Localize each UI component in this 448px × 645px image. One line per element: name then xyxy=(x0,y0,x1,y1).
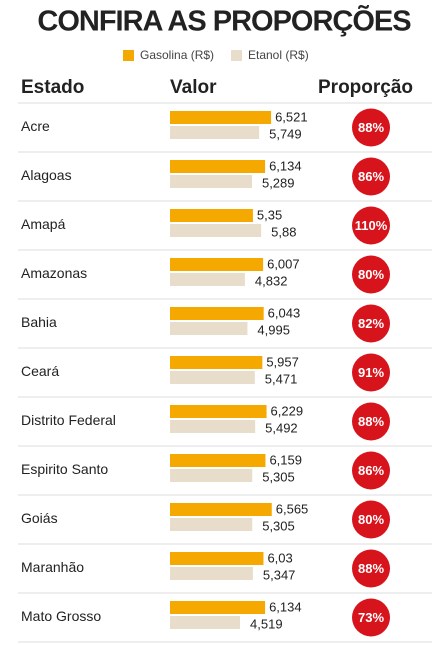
legend-label: Etanol (R$) xyxy=(248,48,309,62)
proportion-label: 73% xyxy=(358,610,384,625)
state-label: Espirito Santo xyxy=(21,461,108,477)
value-label: 6,565 xyxy=(276,501,309,516)
bar xyxy=(170,160,266,173)
state-label: Amazonas xyxy=(21,265,87,281)
bar xyxy=(170,420,256,433)
bar xyxy=(170,601,266,614)
bar xyxy=(170,356,263,369)
bar xyxy=(170,307,264,320)
bar xyxy=(170,405,267,418)
proportion-label: 86% xyxy=(358,463,384,478)
state-label: Distrito Federal xyxy=(21,412,116,428)
value-label: 5,749 xyxy=(269,126,302,141)
value-label: 5,957 xyxy=(266,354,299,369)
proportion-label: 88% xyxy=(358,561,384,576)
state-label: Acre xyxy=(21,118,50,134)
proportion-badge xyxy=(352,157,390,196)
bar xyxy=(170,552,264,565)
value-label: 4,995 xyxy=(257,322,290,337)
proportion-badge xyxy=(352,304,390,343)
state-label: Ceará xyxy=(21,363,59,379)
value-label: 5,347 xyxy=(263,567,296,582)
bar xyxy=(170,371,255,384)
value-label: 4,832 xyxy=(255,273,288,288)
bar xyxy=(170,518,253,531)
state-label: Goiás xyxy=(21,510,58,526)
bar xyxy=(170,469,253,482)
proportion-badge xyxy=(352,353,390,392)
bar xyxy=(170,111,272,124)
proportion-label: 110% xyxy=(355,218,388,233)
value-label: 4,519 xyxy=(250,616,283,631)
bar xyxy=(170,258,264,271)
proportion-label: 88% xyxy=(358,120,384,135)
value-label: 5,88 xyxy=(271,224,296,239)
bar xyxy=(170,175,252,188)
state-label: Mato Grosso xyxy=(21,608,101,624)
value-label: 5,305 xyxy=(262,518,295,533)
legend-swatch xyxy=(123,50,134,61)
state-label: Amapá xyxy=(21,216,66,232)
proportion-label: 80% xyxy=(358,267,384,282)
value-label: 5,492 xyxy=(265,420,298,435)
bar xyxy=(170,224,262,237)
bar xyxy=(170,503,272,516)
bar xyxy=(170,209,253,222)
proportion-badge xyxy=(352,206,390,245)
value-label: 6,03 xyxy=(267,550,292,565)
state-label: Bahia xyxy=(21,314,57,330)
value-label: 5,471 xyxy=(265,371,298,386)
bar xyxy=(170,616,241,629)
value-label: 6,521 xyxy=(275,109,308,124)
proportion-badge xyxy=(352,255,390,294)
bar xyxy=(170,567,253,580)
proportion-label: 88% xyxy=(358,414,384,429)
legend-label: Gasolina (R$) xyxy=(140,48,214,62)
state-label: Alagoas xyxy=(21,167,72,183)
proportion-badge xyxy=(352,108,390,147)
bar xyxy=(170,126,260,139)
bar xyxy=(170,454,266,467)
value-label: 6,229 xyxy=(271,403,304,418)
column-header: Estado xyxy=(21,77,84,98)
legend-swatch xyxy=(231,50,242,61)
proportion-badge xyxy=(352,451,390,490)
value-label: 5,289 xyxy=(262,175,295,190)
proportion-badge xyxy=(352,402,390,441)
chart-title: CONFIRA AS PROPORÇÕES xyxy=(37,4,411,38)
value-label: 6,134 xyxy=(269,599,302,614)
value-label: 6,043 xyxy=(268,305,301,320)
value-label: 5,305 xyxy=(262,469,295,484)
value-label: 6,159 xyxy=(269,452,302,467)
proportion-badge xyxy=(352,598,390,637)
proportion-badge xyxy=(352,500,390,539)
bar xyxy=(170,273,245,286)
state-label: Maranhão xyxy=(21,559,84,575)
value-label: 6,134 xyxy=(269,158,302,173)
proportion-label: 91% xyxy=(358,365,384,380)
value-label: 6,007 xyxy=(267,256,300,271)
column-header: Proporção xyxy=(318,77,413,98)
proportion-label: 80% xyxy=(358,512,384,527)
column-header: Valor xyxy=(170,77,217,98)
proportion-badge xyxy=(352,549,390,588)
value-label: 5,35 xyxy=(257,207,282,222)
proportion-label: 82% xyxy=(358,316,384,331)
bar xyxy=(170,322,248,335)
proportion-label: 86% xyxy=(358,169,384,184)
